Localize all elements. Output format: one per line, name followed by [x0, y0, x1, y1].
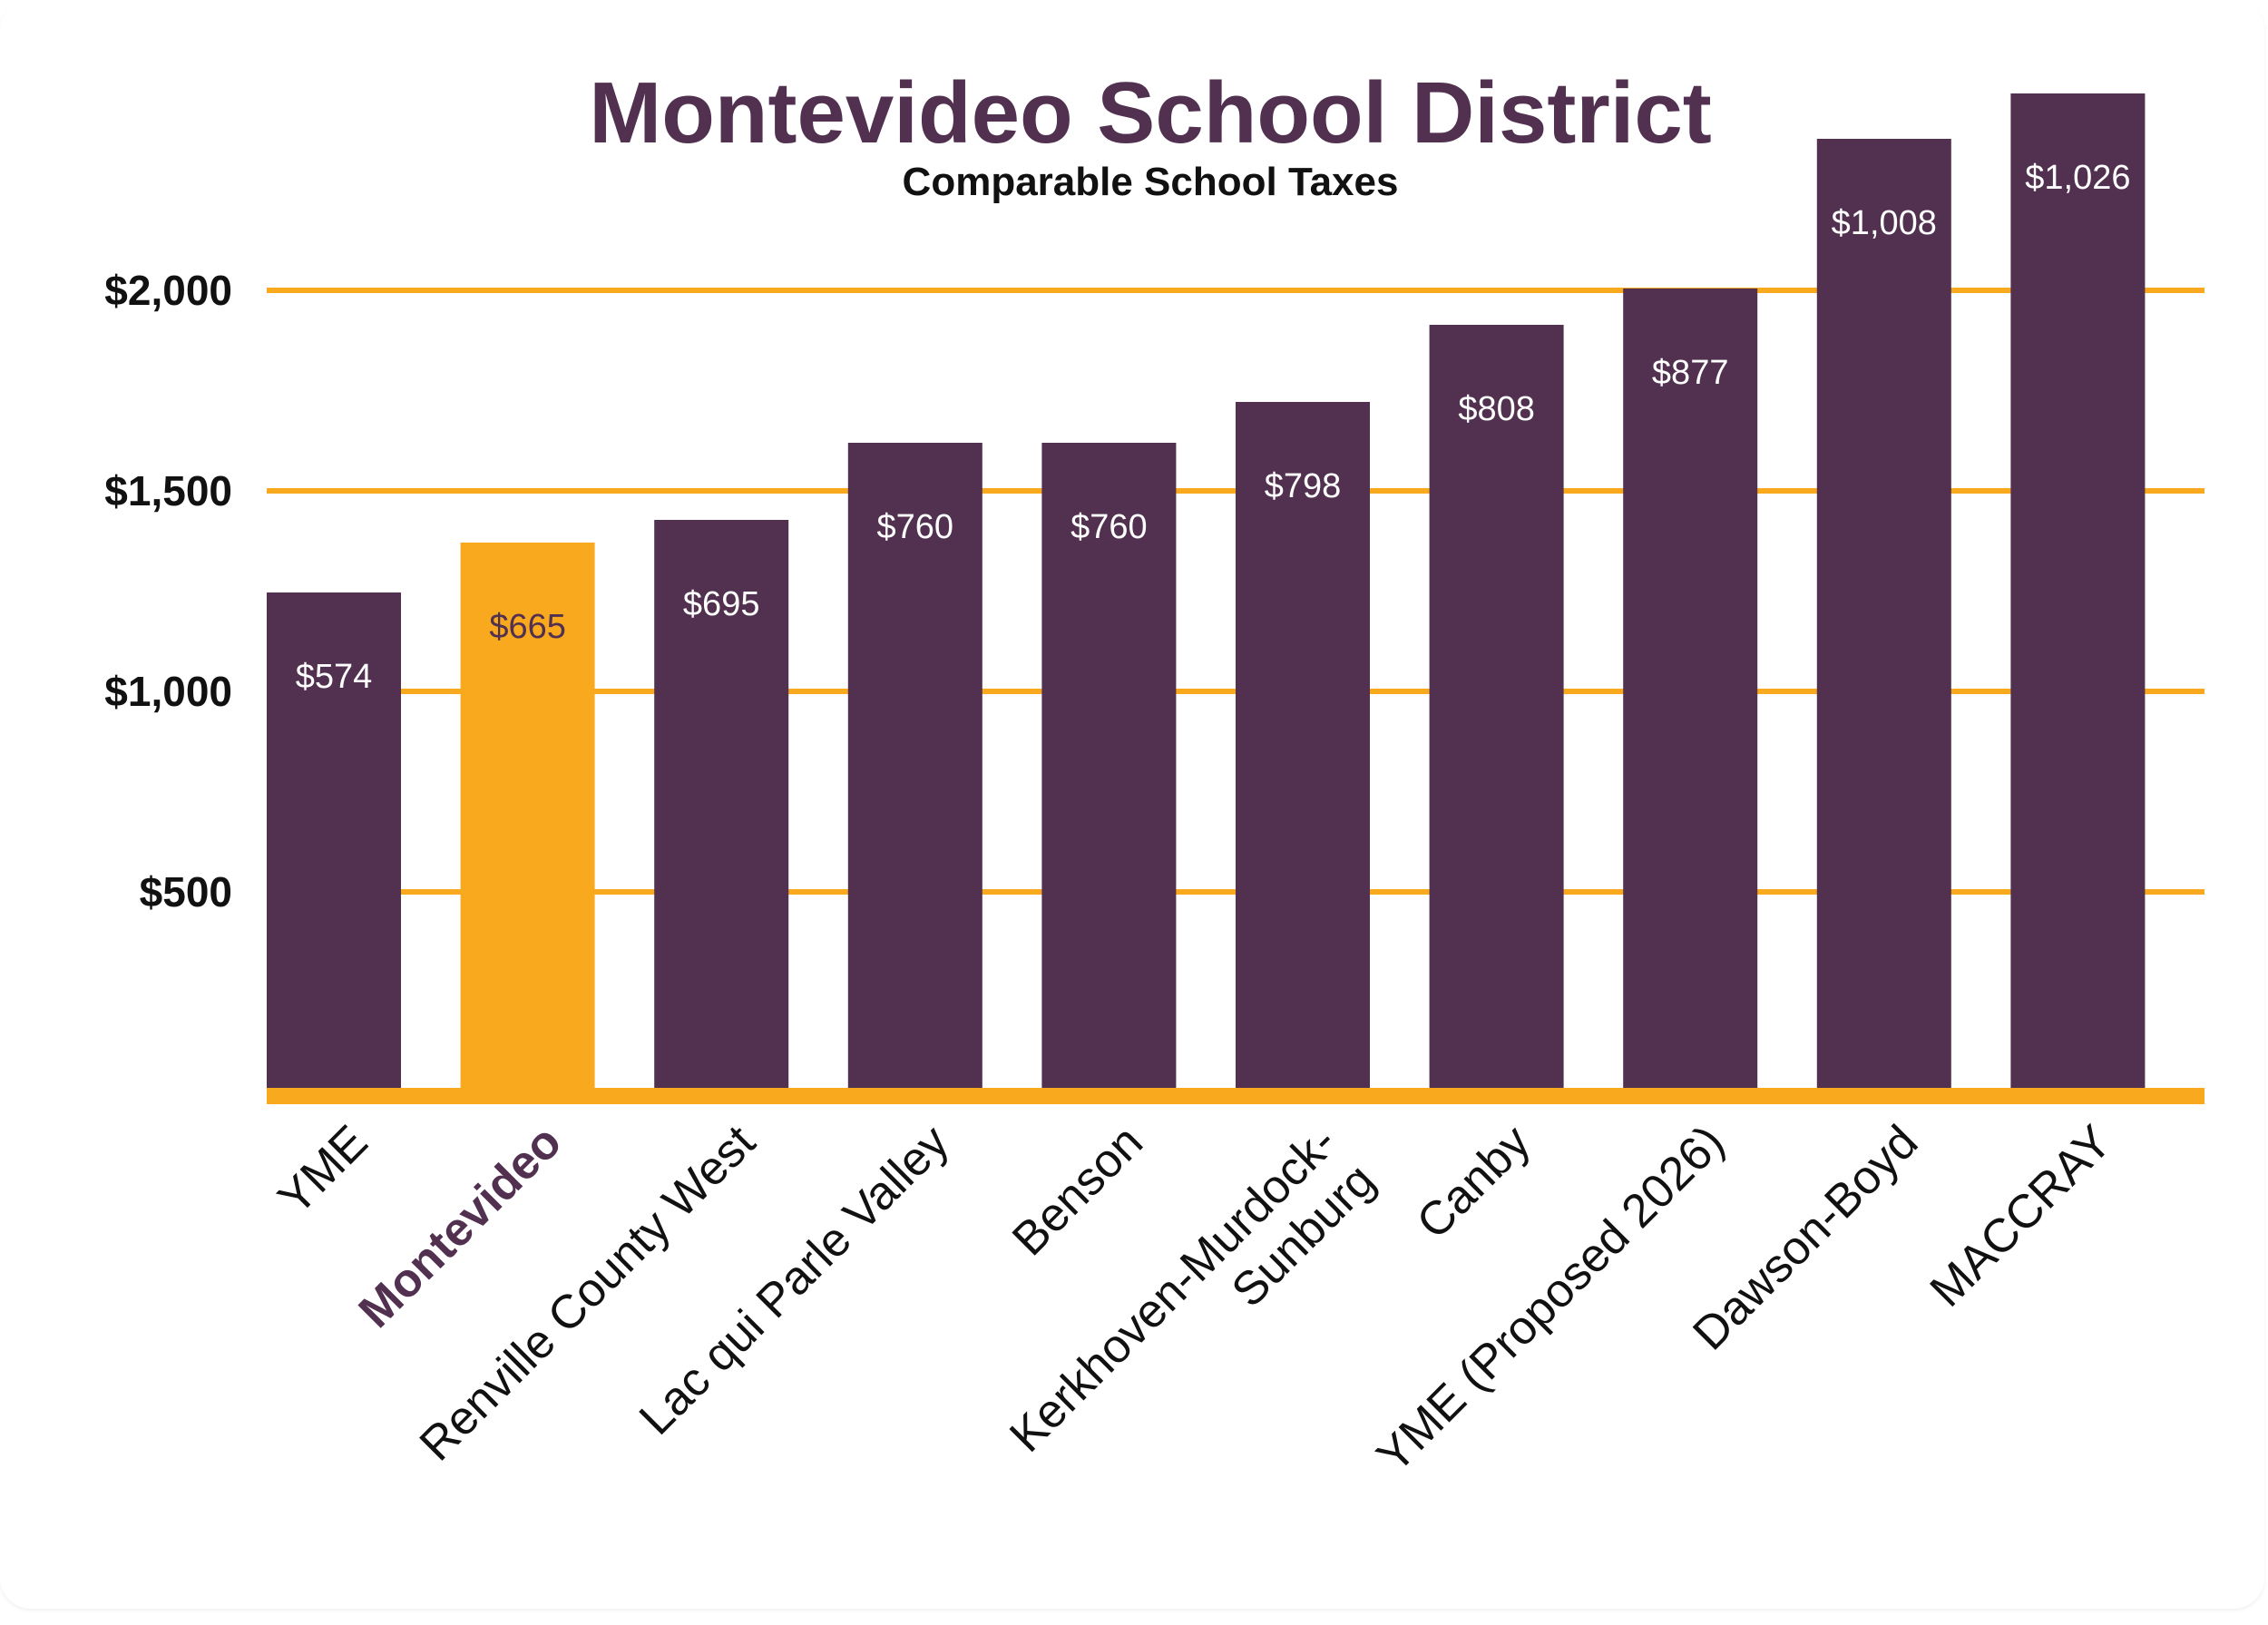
bar-yme-proposed-2026: [1623, 289, 1758, 1096]
x-tick-label: Benson: [1002, 1115, 1153, 1266]
y-tick-label: $1,000: [104, 668, 232, 715]
bar-lac-qui-parle-valley: [847, 443, 982, 1096]
bar-dawson-boyd: [1816, 139, 1951, 1096]
chart-subtitle: Comparable School Taxes: [903, 160, 1399, 204]
value-label: $798: [1265, 467, 1342, 505]
bar-yme: [267, 592, 401, 1096]
y-axis: $500 $1,000 $1,500 $2,000: [104, 267, 232, 915]
value-label: $1,026: [2025, 159, 2130, 197]
bar-benson: [1041, 443, 1177, 1096]
bar-kerkhoven-murdock-sunburg: [1236, 402, 1370, 1096]
y-tick-label: $500: [140, 868, 232, 915]
bar-canby: [1429, 325, 1564, 1096]
bar-maccray: [2010, 93, 2146, 1096]
data-labels: $574 $665 $695 $760 $760 $798 $808 $877 $1,008 $1…: [296, 159, 2131, 696]
value-label: $760: [1070, 508, 1148, 546]
x-tick-label-line: YME: [269, 1115, 378, 1225]
value-label: $574: [296, 658, 373, 696]
value-label: $695: [683, 585, 760, 623]
x-tick-label-line: Renville County West: [410, 1115, 766, 1471]
baseline: [267, 1088, 2204, 1104]
x-tick-label: YME (Proposed 2026): [1367, 1115, 1735, 1483]
value-label: $1,008: [1832, 204, 1937, 242]
y-tick-label: $1,500: [104, 467, 232, 514]
value-label: $665: [489, 608, 566, 646]
x-tick-label-line: MACCRAY: [1921, 1115, 2122, 1317]
value-label: $760: [877, 508, 954, 546]
bars: [267, 93, 2146, 1096]
y-tick-label: $2,000: [104, 267, 232, 314]
x-tick-label: Canby: [1407, 1115, 1540, 1248]
x-tick-label: Renville County West: [410, 1115, 766, 1471]
bar-montevideo: [460, 543, 595, 1096]
x-tick-label: YME: [269, 1115, 378, 1225]
value-label: $808: [1458, 390, 1535, 428]
x-tick-label-line: Benson: [1002, 1115, 1153, 1266]
bar-renville-county-west: [654, 520, 789, 1096]
x-axis-baseline: [267, 1088, 2204, 1104]
x-tick-label-line: Canby: [1407, 1115, 1540, 1248]
x-tick-label: MACCRAY: [1921, 1115, 2122, 1317]
x-tick-label-line: YME (Proposed 2026): [1367, 1115, 1735, 1483]
chart-title: Montevideo School District: [589, 64, 1711, 162]
value-label: $877: [1652, 354, 1729, 392]
x-tick-label-line: Kerkhoven-Murdock-: [1000, 1115, 1346, 1462]
